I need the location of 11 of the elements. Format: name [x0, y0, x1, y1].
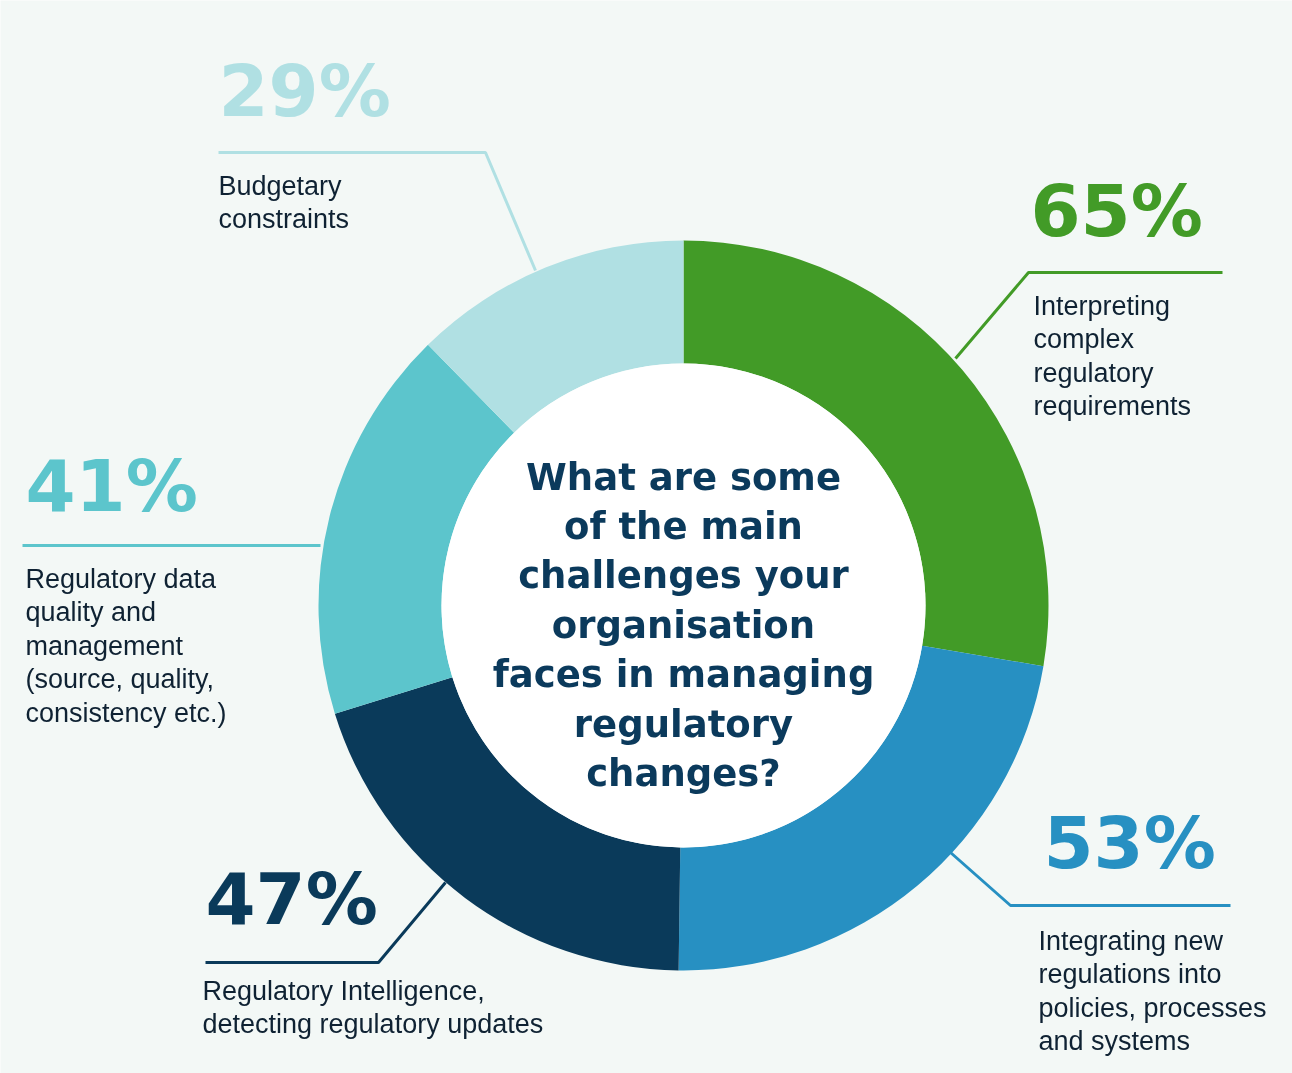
text: What are some of the main challenges your organisation faces in managing regulatory changes? — [492, 455, 875, 796]
data-label: 53% — [1043, 800, 1216, 885]
slice-label: Budgetary constraints — [218, 170, 350, 235]
slice-label: Regulatory Intelligence, detecting regulatory updates — [202, 975, 544, 1040]
data-label: 47% — [205, 856, 378, 941]
data-label: 65% — [1030, 168, 1203, 253]
slice-label: Regulatory data quality and management (source, quality, consistency etc.) — [25, 563, 227, 728]
data-label: 29% — [218, 48, 391, 133]
slice-label: Integrating new regulations into policies, processes and systems — [1038, 925, 1267, 1057]
data-label: 41% — [25, 443, 198, 528]
slice-label: Interpreting complex regulatory requirements — [1033, 290, 1192, 422]
